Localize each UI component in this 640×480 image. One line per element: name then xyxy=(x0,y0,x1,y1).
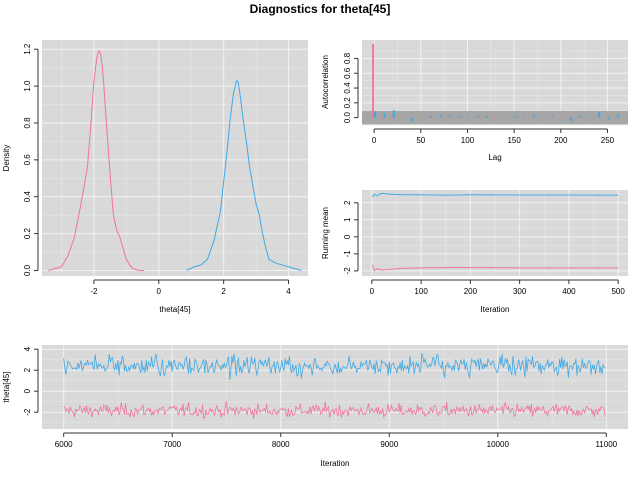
autocorrelation-xtick-label: 200 xyxy=(554,136,568,145)
autocorrelation-ytick-label: 0.2 xyxy=(343,97,352,109)
running-mean-ytick-label: -1 xyxy=(343,250,352,258)
running-mean-ytick-label: 2 xyxy=(343,200,352,205)
density-ytick-label: 0.2 xyxy=(23,227,32,239)
density-panel: -2 0 2 4 0.0 0.2 0.4 0.6 0.8 1.0 1.2 theta[45] Densi… xyxy=(2,40,308,314)
trace-xtick-label: 9000 xyxy=(380,440,398,449)
autocorrelation-xtick-label: 0 xyxy=(372,136,377,145)
running-mean-xtick-label: 0 xyxy=(370,287,375,296)
trace-xtick-label: 7000 xyxy=(163,440,181,449)
autocorrelation-xtick-label: 50 xyxy=(416,136,425,145)
density-background xyxy=(42,40,308,276)
running-mean-panel: 0 100 200 300 400 500 -2 -1 0 1 2 Iteration Running … xyxy=(321,190,628,314)
density-ytick-label: 0.4 xyxy=(23,191,32,203)
autocorrelation-ylabel: Autocorrelation xyxy=(321,55,330,109)
running-mean-xtick-label: 200 xyxy=(464,287,478,296)
running-mean-xtick-label: 300 xyxy=(513,287,527,296)
trace-ytick-label: -2 xyxy=(23,408,32,416)
running-mean-ylabel: Running mean xyxy=(321,207,330,259)
density-line-chain1 xyxy=(48,50,145,271)
trace-xtick-label: 6000 xyxy=(55,440,73,449)
trace-ytick-label: 0 xyxy=(23,388,32,393)
running-mean-xlabel: Iteration xyxy=(481,305,510,314)
density-xtick-label: -2 xyxy=(90,287,98,296)
density-xtick-label: 4 xyxy=(286,287,291,296)
trace-xtick-label: 10000 xyxy=(487,440,510,449)
density-ylabel: Density xyxy=(2,145,11,172)
trace-panel: 6000 7000 8000 9000 10000 11000 -2 0 2 4 Iteration… xyxy=(2,345,628,468)
autocorrelation-background xyxy=(362,40,628,125)
density-ytick-label: 0.6 xyxy=(23,154,32,166)
running-mean-xtick-label: 100 xyxy=(414,287,428,296)
density-xlabel: theta[45] xyxy=(159,305,190,314)
trace-ytick-label: 4 xyxy=(23,346,32,351)
trace-ylabel: theta[45] xyxy=(2,371,11,402)
density-ytick-label: 0.8 xyxy=(23,117,32,129)
running-mean-xtick-label: 500 xyxy=(611,287,625,296)
running-mean-line-chain1 xyxy=(371,264,619,272)
autocorrelation-xtick-label: 150 xyxy=(507,136,521,145)
density-ytick-label: 1.2 xyxy=(23,43,32,55)
running-mean-ytick-label: -2 xyxy=(343,267,352,275)
autocorrelation-xlabel: Lag xyxy=(488,153,501,162)
trace-xtick-label: 8000 xyxy=(272,440,290,449)
running-mean-xtick-label: 400 xyxy=(562,287,576,296)
figure-title: Diagnostics for theta[45] xyxy=(250,2,391,16)
density-xtick-label: 2 xyxy=(221,287,226,296)
running-mean-ytick-label: 0 xyxy=(343,234,352,239)
running-mean-ytick-label: 1 xyxy=(343,217,352,222)
density-xtick-label: 0 xyxy=(157,287,162,296)
autocorrelation-ytick-label: 0.6 xyxy=(343,67,352,79)
autocorrelation-ytick-label: 0.4 xyxy=(343,82,352,94)
trace-xtick-label: 11000 xyxy=(595,440,617,449)
trace-line-chain2 xyxy=(63,352,606,380)
autocorrelation-ytick-label: 0.0 xyxy=(343,111,352,123)
density-ytick-label: 0.0 xyxy=(23,264,32,276)
trace-line-chain1 xyxy=(63,401,606,420)
density-ytick-label: 1.0 xyxy=(23,80,32,92)
trace-xlabel: Iteration xyxy=(321,459,350,468)
acf-confidence-band xyxy=(362,110,628,125)
autocorrelation-ytick-label: 0.8 xyxy=(343,52,352,64)
trace-ytick-label: 2 xyxy=(23,367,32,372)
autocorrelation-xtick-label: 250 xyxy=(601,136,615,145)
autocorrelation-panel: 0 50 100 150 200 250 0.0 0.2 0.4 0.6 0.8 Lag Autocor… xyxy=(321,40,628,162)
density-line-chain2 xyxy=(186,79,302,271)
running-mean-line-chain2 xyxy=(371,192,619,198)
autocorrelation-xtick-label: 100 xyxy=(461,136,475,145)
